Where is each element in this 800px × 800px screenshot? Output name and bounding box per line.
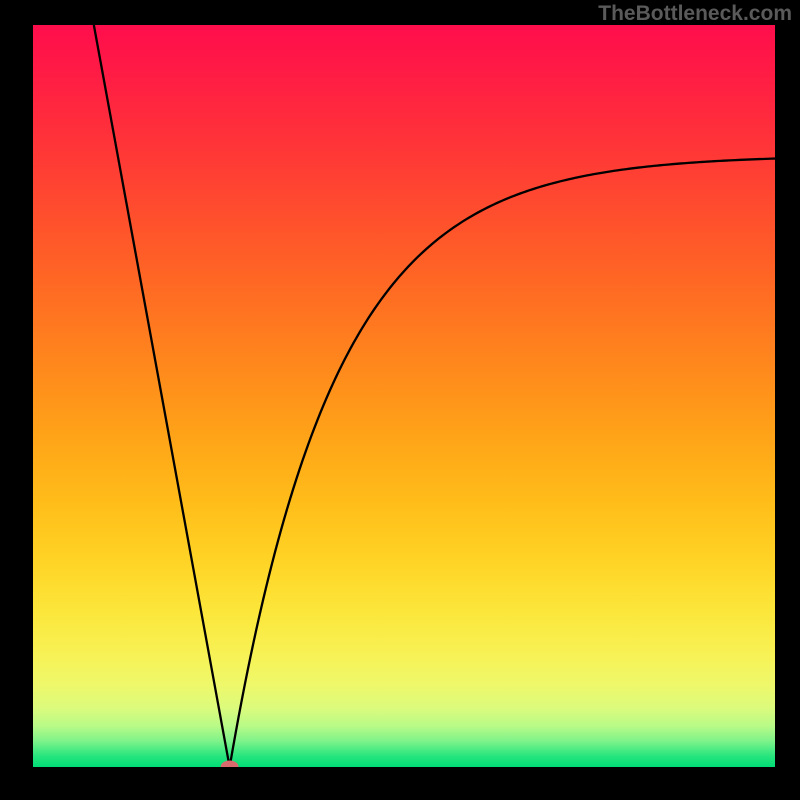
plot-svg	[33, 25, 775, 767]
watermark-text: TheBottleneck.com	[598, 2, 792, 26]
gradient-background	[33, 25, 775, 767]
plot-area	[33, 25, 775, 767]
chart-stage: TheBottleneck.com	[0, 0, 800, 800]
